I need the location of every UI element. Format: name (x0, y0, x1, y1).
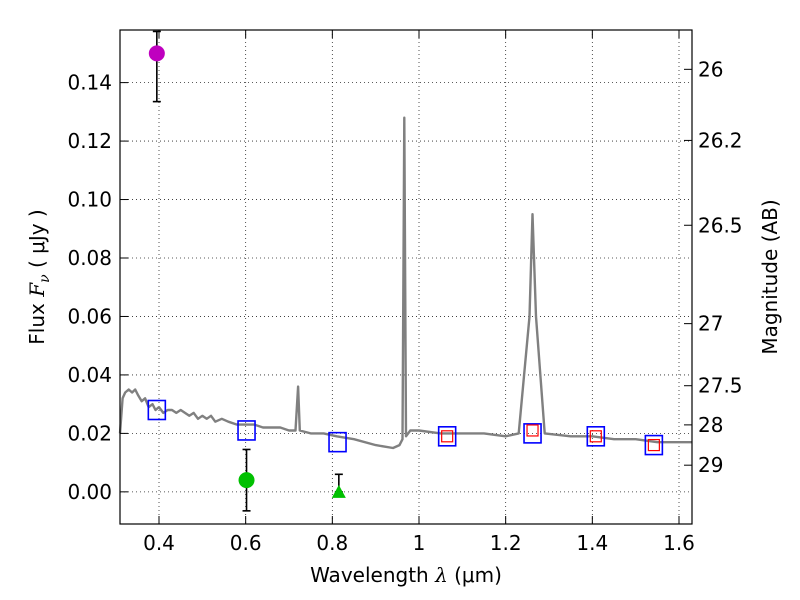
y-tick-label: 0.12 (67, 129, 112, 153)
y2-axis-label: Magnitude (AB) (758, 199, 782, 354)
x-tick-labels: 0.4 0.6 0.8 1 1.2 1.4 1.6 (143, 531, 695, 555)
model-flux-box (328, 431, 347, 453)
data-layer (118, 30, 692, 512)
y-tick-label: 0.14 (67, 71, 112, 95)
x-tick-label: 0.8 (316, 531, 348, 555)
axis-ticks (120, 30, 692, 524)
model-flux-box (147, 399, 167, 421)
y-axis-label: Flux Fν ( μJy ) (25, 209, 53, 344)
detection-point (148, 45, 165, 62)
x-tick-label: 1.4 (576, 531, 608, 555)
x-tick-label: 0.4 (143, 531, 175, 555)
mag-tick-label: 26 (698, 57, 723, 81)
photometry-markers (148, 45, 346, 498)
y-tick-label: 0.06 (67, 304, 112, 328)
mag-tick-label: 27.5 (698, 374, 743, 398)
bandpass-boxes (147, 399, 664, 456)
y-tick-label: 0.00 (67, 480, 112, 504)
observed-flux-box (647, 438, 660, 452)
y-tick-label: 0.02 (67, 421, 112, 445)
x-tick-label: 1.6 (663, 531, 695, 555)
upper-limit-point (331, 484, 346, 498)
x-tick-label: 0.6 (230, 531, 262, 555)
x-tick-label: 1 (413, 531, 426, 555)
plot-frame (119, 29, 693, 525)
grid-lines (120, 30, 692, 524)
model-sed-line (118, 116, 692, 450)
observed-flux-box (441, 430, 454, 443)
model-flux-box (586, 426, 606, 447)
model-flux-box (437, 426, 457, 447)
mag-tick-label: 26.2 (698, 128, 743, 152)
model-flux-box (644, 434, 664, 456)
mag-tick-label: 29 (698, 453, 723, 477)
model-flux-box (237, 420, 256, 441)
y-tick-label: 0.10 (67, 188, 112, 212)
y-tick-label: 0.04 (67, 363, 112, 387)
model-flux-box (523, 423, 542, 444)
mag-tick-label: 26.5 (698, 213, 743, 237)
observed-flux-box (589, 430, 602, 443)
detection-point (238, 472, 255, 489)
x-tick-label: 1.2 (490, 531, 522, 555)
y-tick-label: 0.08 (67, 246, 112, 270)
magnitude-tick-labels: 26 26.2 26.5 27 27.5 28 29 (698, 57, 743, 477)
x-axis-label: Wavelength λ (μm) (310, 563, 502, 587)
y-tick-labels: 0.00 0.02 0.04 0.06 0.08 0.10 0.12 0.14 (67, 71, 112, 504)
mag-tick-label: 27 (698, 312, 723, 336)
mag-tick-label: 28 (698, 413, 723, 437)
observed-flux-box (526, 424, 539, 437)
